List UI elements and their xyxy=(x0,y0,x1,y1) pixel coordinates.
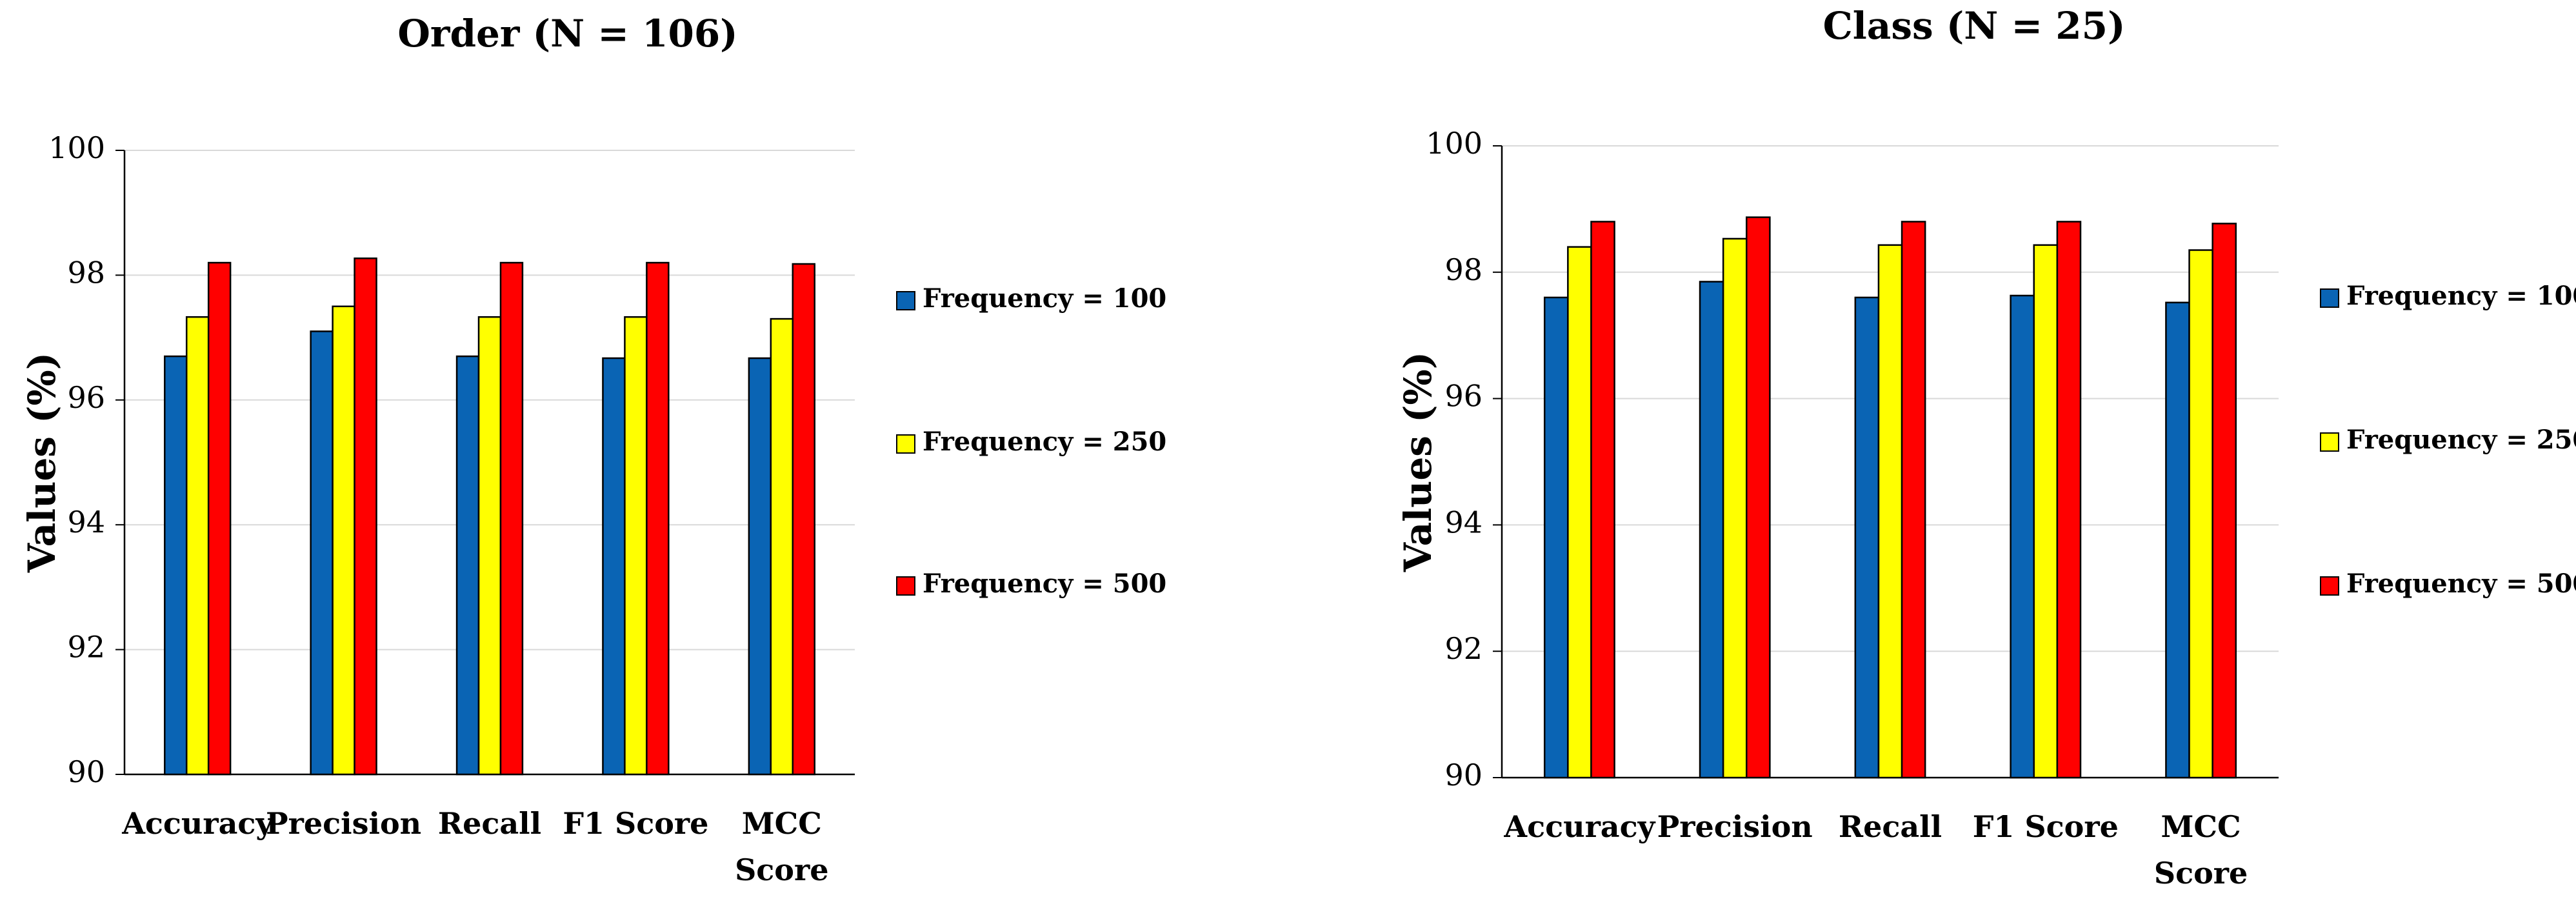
bar-100-0 xyxy=(1543,296,1569,779)
bar-250-3 xyxy=(624,316,648,776)
y-tick-label: 98 xyxy=(1444,252,1483,287)
bar-250-2 xyxy=(477,316,502,776)
y-tick-label: 90 xyxy=(1444,758,1483,792)
x-tick-label: Precision xyxy=(1657,809,1813,844)
y-axis-label: Values (%) xyxy=(20,352,64,573)
y-tick-label: 92 xyxy=(1444,631,1483,666)
legend-swatch xyxy=(2320,288,2339,308)
bar-100-3 xyxy=(602,357,626,776)
bar-250-4 xyxy=(770,317,794,776)
y-tick-label: 100 xyxy=(48,130,105,165)
x-tick-label: Score xyxy=(735,852,828,887)
chart-title: Order (N = 106) xyxy=(397,12,737,55)
chart-1: Order (N = 106) Values (%) 90 92 94 96 98 100 Ac… xyxy=(20,12,1166,887)
bar-500-3 xyxy=(2056,221,2082,779)
legend-label: Frequency = 100 xyxy=(923,283,1166,314)
x-tick-label: Recall xyxy=(1839,809,1942,844)
y-tick-label: 90 xyxy=(67,754,105,789)
x-tick-label: F1 Score xyxy=(563,806,708,841)
legend-swatch xyxy=(2320,432,2339,452)
bar-250-0 xyxy=(1567,246,1592,779)
y-tick-label: 94 xyxy=(1444,505,1483,539)
y-tick-label: 96 xyxy=(1444,379,1483,414)
y-tick-label: 98 xyxy=(67,255,105,290)
x-tick-label: Accuracy xyxy=(121,806,274,841)
x-tick-label: MCC xyxy=(2161,809,2241,844)
bar-100-2 xyxy=(455,355,480,776)
bar-500-4 xyxy=(2212,223,2237,779)
legend-label: Frequency = 500 xyxy=(923,569,1166,599)
legend-label: Frequency = 500 xyxy=(2346,569,2576,599)
bar-500-1 xyxy=(1746,216,1771,779)
bar-500-0 xyxy=(1590,221,1615,779)
x-tick-label: Score xyxy=(2154,856,2248,891)
y-tick-label: 100 xyxy=(1426,126,1483,161)
bar-100-1 xyxy=(1699,281,1724,779)
y-tick-label: 94 xyxy=(67,505,105,539)
legend-label: Frequency = 250 xyxy=(2346,425,2576,455)
legend-label: Frequency = 100 xyxy=(2346,281,2576,311)
bar-100-2 xyxy=(1854,296,1880,779)
chart-title: Class (N = 25) xyxy=(1823,4,2126,48)
bar-500-4 xyxy=(792,263,815,776)
bar-250-4 xyxy=(2188,249,2213,779)
x-tick-label: Accuracy xyxy=(1503,809,1655,844)
legend-swatch xyxy=(896,291,915,310)
bar-250-1 xyxy=(1722,237,1748,779)
y-axis-label: Values (%) xyxy=(1396,352,1440,572)
bar-100-4 xyxy=(748,357,772,776)
legend-swatch xyxy=(896,434,915,454)
x-tick-label: MCC xyxy=(742,806,822,841)
y-tick-label: 96 xyxy=(67,380,105,415)
bar-500-2 xyxy=(1901,221,1926,779)
bar-250-1 xyxy=(332,305,355,776)
bar-100-4 xyxy=(2165,301,2190,779)
bar-500-0 xyxy=(207,261,232,776)
x-tick-label: Precision xyxy=(266,806,421,841)
chart-2: Class (N = 25) Values (%) 90 92 94 96 98 100 Acc… xyxy=(1396,4,2576,891)
bar-100-3 xyxy=(2010,294,2035,779)
bar-100-0 xyxy=(164,355,188,776)
bar-500-1 xyxy=(354,257,377,776)
bar-500-3 xyxy=(646,261,670,776)
bar-500-2 xyxy=(499,261,524,776)
legend-label: Frequency = 250 xyxy=(923,427,1166,457)
x-tick-label: Recall xyxy=(438,806,541,841)
bar-100-1 xyxy=(310,330,334,776)
legend-swatch xyxy=(2320,576,2339,596)
y-tick-label: 92 xyxy=(67,630,105,665)
legend-swatch xyxy=(896,576,915,596)
x-tick-label: F1 Score xyxy=(1973,809,2119,844)
bar-250-2 xyxy=(1877,244,1903,779)
bar-250-3 xyxy=(2033,244,2059,779)
bar-250-0 xyxy=(185,316,210,776)
